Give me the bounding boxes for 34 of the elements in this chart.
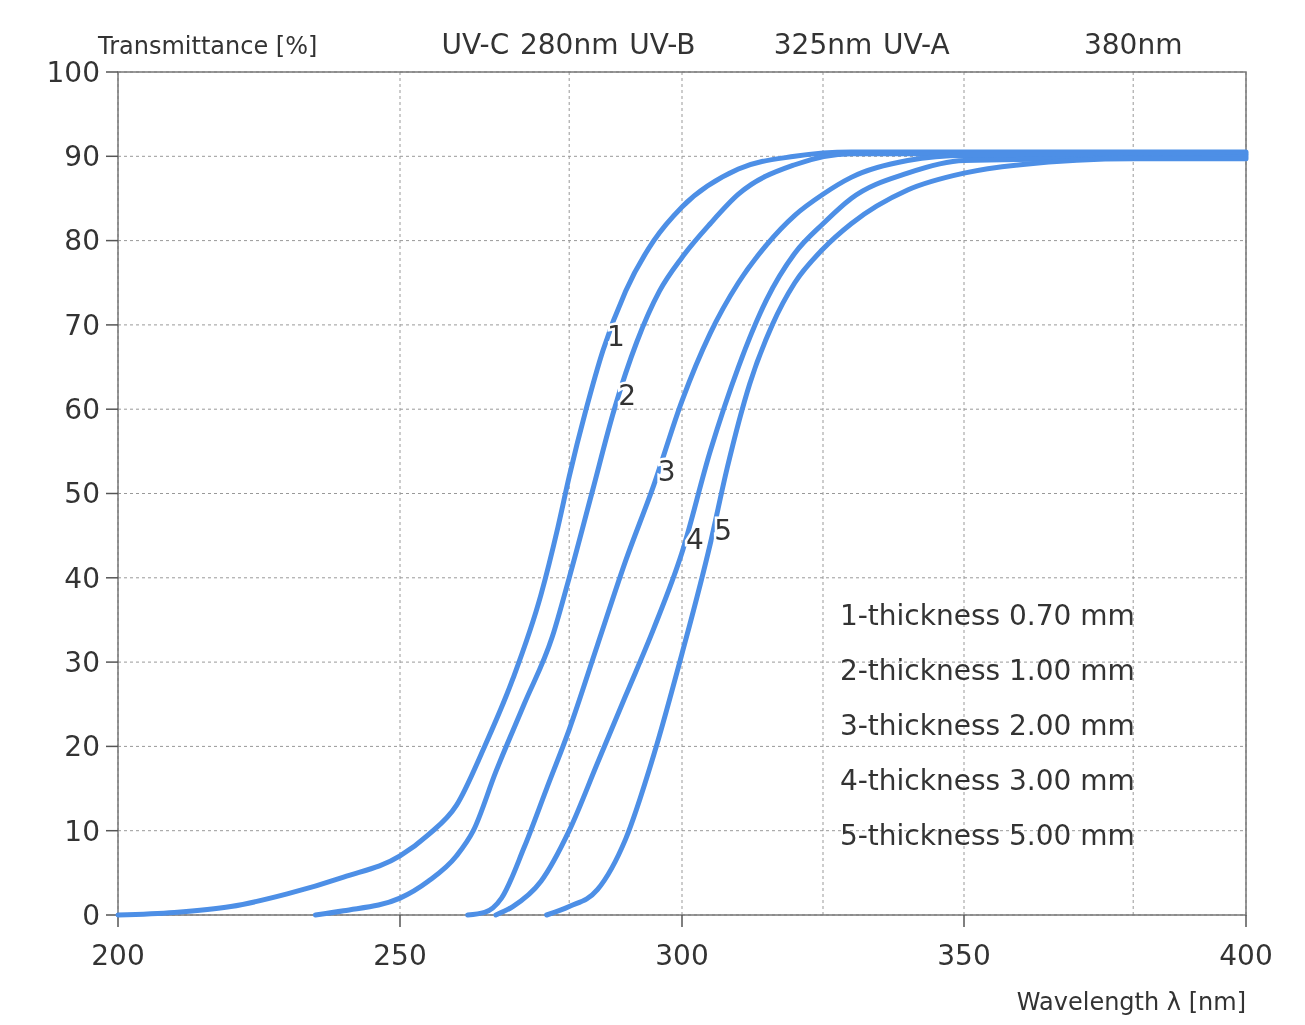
series-label: 5 <box>714 514 733 548</box>
text: UV-B <box>629 28 696 61</box>
x2-tick-label: 325nm <box>773 28 873 61</box>
y-tick-label: 40 <box>64 561 100 595</box>
x-tick-label: 350 <box>937 939 991 972</box>
series-label: 2 <box>618 379 637 413</box>
x-tick-label: 300 <box>655 939 709 972</box>
x2-tick-label: 280nm <box>519 28 619 61</box>
annotation: 5-thickness 5.00 mm <box>839 818 1135 852</box>
y-tick-label: 100 <box>46 55 100 89</box>
x2-tick-label: 380nm <box>1083 28 1183 61</box>
annotation: 2-thickness 1.00 mm <box>839 653 1135 687</box>
annotation: 1-thickness 0.70 mm <box>839 598 1135 632</box>
y-tick-label: 80 <box>64 224 100 258</box>
y-tick-label: 20 <box>64 730 100 764</box>
y-tick-label: 0 <box>82 898 100 932</box>
y-tick-label: 90 <box>64 140 100 174</box>
series-label: 4 <box>686 522 704 556</box>
y-tick-label: 60 <box>64 393 100 426</box>
x-axis-title: Wavelength λ [nm] <box>1016 988 1246 1016</box>
text: UV-C <box>441 28 510 61</box>
x-tick-label: 400 <box>1219 939 1273 972</box>
y-tick-label: 30 <box>64 645 100 679</box>
y-tick-label: 10 <box>64 814 100 848</box>
annotation: 4-thickness 3.00 mm <box>839 763 1135 797</box>
text: UV-A <box>883 28 950 61</box>
series-label: 3 <box>657 455 676 489</box>
series-label: 1 <box>607 320 625 354</box>
x-tick-label: 200 <box>91 939 145 972</box>
x-tick-label: 250 <box>373 939 427 972</box>
y-axis-title: Transmittance [%] <box>97 32 318 60</box>
y-tick-label: 50 <box>64 477 100 511</box>
annotation: 3-thickness 2.00 mm <box>839 708 1135 742</box>
y-tick-label: 70 <box>64 308 100 342</box>
